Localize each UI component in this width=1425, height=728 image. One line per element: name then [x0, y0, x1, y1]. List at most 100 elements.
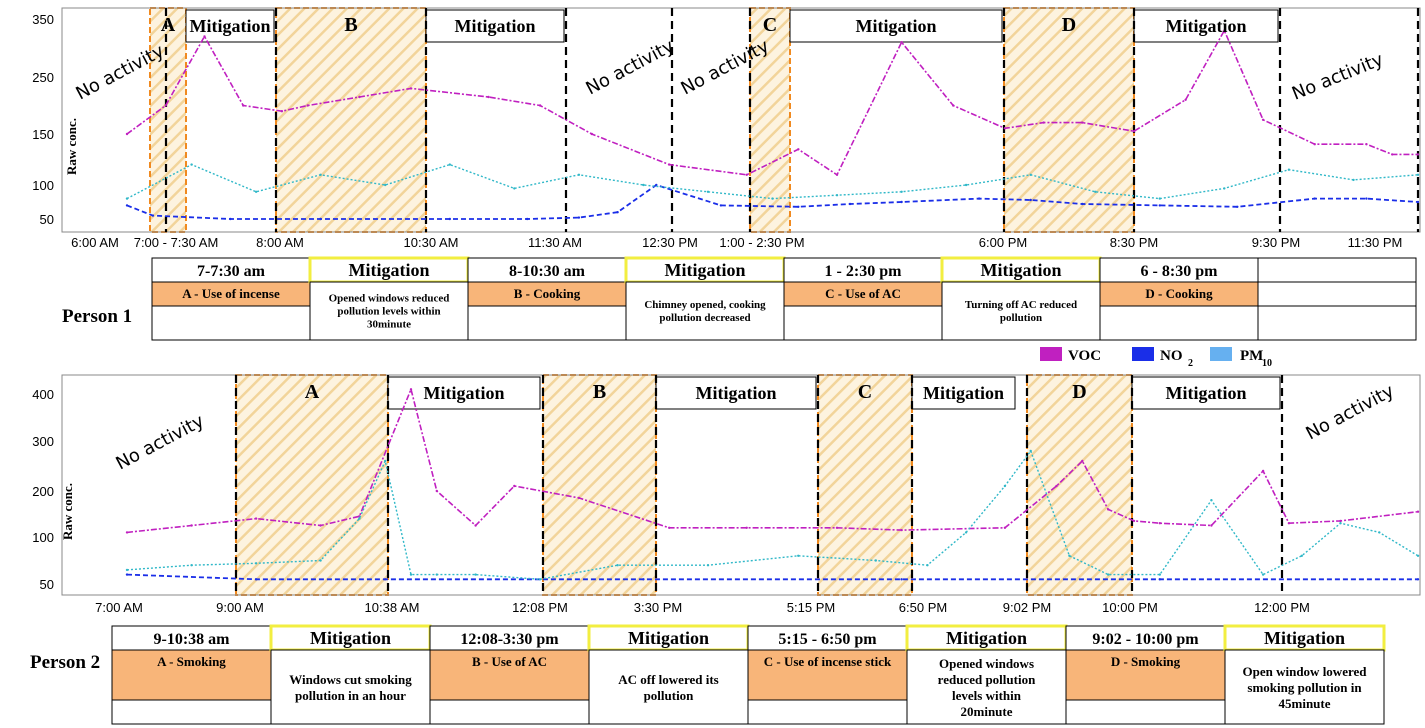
data-point-pm10: [771, 197, 774, 200]
data-point-voc: [1261, 469, 1265, 473]
table-desc-line: AC off lowered its: [618, 672, 719, 687]
data-point-pm10: [964, 183, 968, 187]
table-event-cell: [783, 281, 943, 307]
data-point-pm10: [1416, 173, 1420, 176]
data-point-pm10: [513, 187, 516, 190]
table-desc-cell: [625, 281, 785, 341]
table-desc-line: Turning off AC reduced: [965, 299, 1077, 311]
table-desc-line: Windows cut smoking: [289, 672, 412, 687]
legend-sub-pm10: 10: [1262, 358, 1272, 369]
no-activity-annotation: No activity: [112, 410, 207, 474]
data-point-pm10: [319, 173, 322, 176]
y-axis-label: Raw conc.: [64, 118, 79, 175]
x-tick-label: 10:38 AM: [365, 600, 420, 615]
data-point-voc: [745, 526, 748, 529]
data-point-no2: [1416, 578, 1420, 581]
table-empty-cell: [1065, 699, 1226, 725]
mitigation-label: Mitigation: [696, 383, 777, 403]
table-desc-text: Chimney opened, cooking pollution decreas…: [644, 299, 766, 324]
x-tick-label: 12:08 PM: [512, 600, 568, 615]
data-point-pm10: [926, 564, 929, 567]
data-point-voc: [1132, 130, 1136, 133]
table-event-cell: [1257, 281, 1417, 307]
table-desc-line: levels within: [952, 688, 1022, 703]
table-desc-line: pollution: [644, 688, 695, 703]
y-tick-label: 250: [32, 70, 54, 85]
table-desc-line: pollution decreased: [659, 312, 750, 324]
table-time-text: 8-10:30 am: [509, 263, 586, 280]
table-header-cell: [308, 256, 470, 284]
table-empty-cell: [467, 305, 627, 341]
data-point-voc: [203, 35, 206, 38]
table-desc-line: smoking pollution in: [1247, 680, 1362, 695]
data-point-pm10: [319, 559, 322, 562]
data-point-voc: [1081, 459, 1084, 463]
data-point-pm10: [448, 163, 451, 166]
table-event-text: B - Use of AC: [472, 654, 547, 669]
table-desc-text: Opened windows reduced pollution levels w…: [329, 293, 450, 331]
data-point-voc: [1223, 29, 1226, 32]
y-tick-label: 300: [32, 434, 54, 449]
data-point-no2: [1158, 204, 1162, 207]
data-point-pm10: [874, 559, 877, 562]
data-point-no2: [1416, 200, 1420, 204]
data-point-pm10: [125, 197, 129, 200]
data-point-pm10: [1287, 168, 1291, 171]
data-point-no2: [977, 197, 981, 200]
data-point-no2: [125, 573, 129, 576]
legend-sub-no2: 2: [1188, 358, 1193, 369]
table-empty-cell: [1099, 305, 1259, 341]
data-point-voc: [254, 517, 258, 520]
data-point-no2: [254, 578, 258, 581]
table-time-text: Mitigation: [349, 260, 430, 280]
x-tick-label: 11:30 PM: [1348, 235, 1403, 250]
data-point-voc: [538, 104, 542, 107]
table-desc-line: 45minute: [1279, 696, 1331, 711]
data-point-pm10: [474, 573, 477, 576]
table-event-text: A - Smoking: [157, 654, 226, 669]
x-tick-label: 9:30 PM: [1252, 235, 1300, 250]
x-tick-label: 9:00 AM: [216, 600, 264, 615]
mitigation-label-box: [425, 9, 565, 43]
table-desc-cell: [588, 649, 749, 725]
y-tick-label: 100: [32, 530, 54, 545]
data-point-pm10: [964, 531, 968, 534]
x-tick-label: 11:30 AM: [528, 235, 582, 250]
x-tick-label: 6:00 AM: [71, 235, 119, 250]
table-time-text: Mitigation: [946, 628, 1027, 648]
table-desc-text: Windows cut smoking pollution in an hour: [289, 672, 412, 703]
data-point-no2: [384, 578, 387, 581]
data-point-no2: [797, 205, 800, 208]
y-tick-label: 50: [40, 577, 54, 592]
mitigation-label-box: [1133, 9, 1279, 43]
data-point-no2: [1365, 197, 1368, 200]
data-point-voc: [487, 95, 490, 99]
data-point-pm10: [1223, 187, 1226, 190]
data-point-no2: [655, 183, 658, 187]
region-label: B: [344, 14, 357, 36]
mitigation-label-box: [655, 376, 817, 410]
event-region-b: [542, 374, 657, 596]
table-desc-cell: [270, 649, 431, 725]
table-time-text: 1 - 2:30 pm: [825, 263, 903, 280]
table-time-text: Mitigation: [1264, 628, 1345, 648]
data-point-voc: [1313, 143, 1316, 146]
table-event-text: A - Use of incense: [182, 286, 280, 301]
data-point-pm10: [616, 564, 619, 567]
data-point-voc: [1416, 153, 1420, 156]
table-desc-line: pollution in an hour: [295, 688, 406, 703]
table-time-text: 9:02 - 10:00 pm: [1092, 631, 1199, 648]
table-header-cell: [1223, 624, 1386, 652]
data-point-voc: [358, 95, 361, 99]
legend-swatch-no2: [1132, 347, 1154, 361]
mitigation-label: Mitigation: [923, 383, 1004, 403]
table-time-text: Mitigation: [310, 628, 391, 648]
event-region-d: [1026, 374, 1133, 596]
data-point-voc: [474, 524, 477, 527]
legend-label-no2: NO: [1160, 348, 1183, 364]
x-tick-label: 8:00 AM: [256, 235, 304, 250]
region-label: C: [763, 14, 777, 36]
table-desc-line: 20minute: [961, 704, 1013, 719]
data-point-pm10: [797, 554, 800, 557]
